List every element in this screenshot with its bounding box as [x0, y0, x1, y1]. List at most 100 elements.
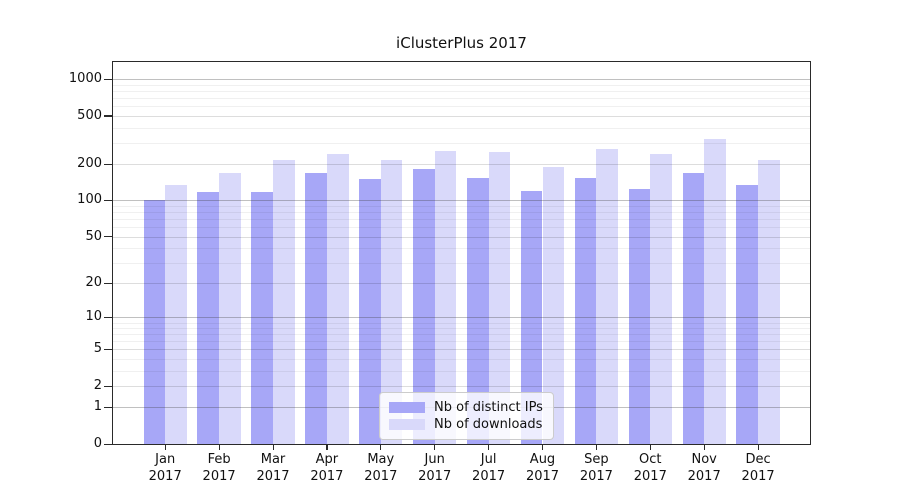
bar-distinct-ips-feb	[197, 191, 220, 444]
x-tick-label-month: Jul	[480, 452, 497, 467]
x-tick-label: May 2017	[349, 452, 413, 485]
y-tick-mark	[104, 348, 112, 351]
bar-downloads-nov	[704, 138, 726, 444]
bar-downloads-mar	[273, 160, 295, 444]
bar-distinct-ips-may	[359, 179, 381, 444]
x-tick-label-year: 2017	[310, 468, 344, 484]
gridline	[113, 164, 810, 166]
gridline-minor	[113, 127, 810, 129]
x-tick-label: Jun 2017	[403, 452, 467, 485]
bar-downloads-jul	[488, 151, 511, 444]
x-tick-mark	[649, 444, 651, 450]
bar-distinct-ips-mar	[251, 191, 273, 444]
chart-title: iClusterPlus 2017	[396, 34, 527, 52]
plot-area	[112, 61, 811, 445]
legend: Nb of distinct IPs Nb of downloads	[379, 392, 554, 440]
x-tick-mark	[757, 444, 759, 450]
x-tick-label: Oct 2017	[618, 452, 682, 485]
bar-downloads-aug	[542, 166, 565, 444]
gridline	[113, 349, 810, 351]
x-tick-label-month: Mar	[260, 452, 286, 467]
gridline-minor	[113, 328, 810, 330]
gridline-minor	[113, 212, 810, 214]
x-tick-label-year: 2017	[364, 468, 398, 484]
bar-downloads-dec	[758, 159, 780, 444]
x-tick-label-year: 2017	[472, 468, 506, 484]
legend-entry-distinct-ips: Nb of distinct IPs	[389, 400, 543, 415]
gridline-minor	[113, 219, 810, 221]
y-tick-label: 2	[93, 378, 102, 394]
y-tick-mark	[104, 385, 112, 387]
bar-downloads-sep	[596, 148, 619, 444]
legend-label-distinct-ips: Nb of distinct IPs	[434, 400, 543, 415]
bar-distinct-ips-jun	[413, 169, 435, 444]
x-tick-label-month: Aug	[529, 452, 556, 467]
x-tick-label-month: Dec	[745, 452, 771, 467]
gridline	[113, 317, 810, 319]
x-tick-mark	[434, 444, 436, 450]
x-tick-label: Feb 2017	[187, 452, 251, 485]
x-tick-label: Mar 2017	[241, 452, 305, 485]
x-tick-label: Aug 2017	[511, 452, 575, 485]
gridline-minor	[113, 98, 810, 100]
y-tick-mark	[104, 236, 112, 238]
x-tick-label-year: 2017	[633, 468, 667, 484]
x-tick-label: Jul 2017	[457, 452, 521, 485]
y-tick-mark	[104, 163, 112, 165]
gridline	[113, 283, 810, 285]
x-tick-label-year: 2017	[525, 468, 560, 484]
x-tick-label-year: 2017	[418, 468, 452, 484]
x-tick-label-year: 2017	[687, 468, 721, 484]
y-tick-mark	[104, 78, 112, 81]
legend-swatch-distinct-ips	[389, 402, 425, 413]
bar-downloads-jan	[165, 184, 187, 444]
bar-distinct-ips-apr	[305, 173, 327, 444]
x-tick-label-month: Oct	[639, 452, 662, 467]
gridline-minor	[113, 205, 810, 207]
bar-distinct-ips-jan	[143, 200, 166, 444]
bar-distinct-ips-dec	[736, 185, 759, 444]
gridline	[113, 79, 810, 81]
x-tick-label-year: 2017	[148, 468, 182, 484]
y-tick-label: 10	[85, 309, 102, 325]
y-tick-mark	[104, 199, 112, 202]
x-tick-mark	[326, 444, 328, 450]
x-tick-label-year: 2017	[202, 468, 236, 484]
x-tick-label: Jan 2017	[133, 452, 197, 485]
legend-swatch-downloads	[389, 419, 425, 430]
legend-label-downloads: Nb of downloads	[434, 417, 543, 432]
y-tick-label: 20	[85, 275, 102, 291]
gridline-minor	[113, 85, 810, 86]
y-tick-label: 0	[93, 436, 102, 451]
y-tick-mark	[104, 443, 112, 445]
y-tick-label: 500	[77, 107, 102, 123]
bar-downloads-may	[380, 160, 403, 444]
x-tick-label: Nov 2017	[672, 452, 736, 485]
bar-downloads-apr	[326, 153, 349, 444]
x-tick-label-year: 2017	[741, 468, 775, 484]
gridline-minor	[113, 91, 810, 93]
gridline-minor	[113, 227, 810, 229]
x-tick-label-month: May	[367, 452, 395, 467]
x-tick-label-year: 2017	[579, 468, 613, 484]
bar-distinct-ips-aug	[520, 190, 543, 444]
x-tick-mark	[595, 444, 598, 450]
gridline-minor	[113, 142, 810, 144]
x-tick-mark	[488, 444, 490, 450]
gridline-minor	[113, 341, 810, 343]
y-tick-mark	[104, 316, 112, 319]
bar-distinct-ips-nov	[682, 172, 705, 444]
gridline-minor	[113, 334, 810, 336]
gridline-minor	[113, 106, 810, 108]
x-tick-label: Sep 2017	[564, 452, 628, 485]
gridline	[113, 236, 810, 238]
bar-distinct-ips-jul	[466, 178, 489, 444]
x-tick-label-month: Jan	[155, 452, 176, 467]
x-tick-mark	[272, 444, 274, 450]
bar-downloads-feb	[219, 173, 241, 444]
bar-distinct-ips-oct	[628, 188, 651, 444]
bar-downloads-oct	[650, 153, 672, 444]
bar-distinct-ips-sep	[574, 178, 597, 444]
y-tick-label: 5	[93, 341, 102, 357]
